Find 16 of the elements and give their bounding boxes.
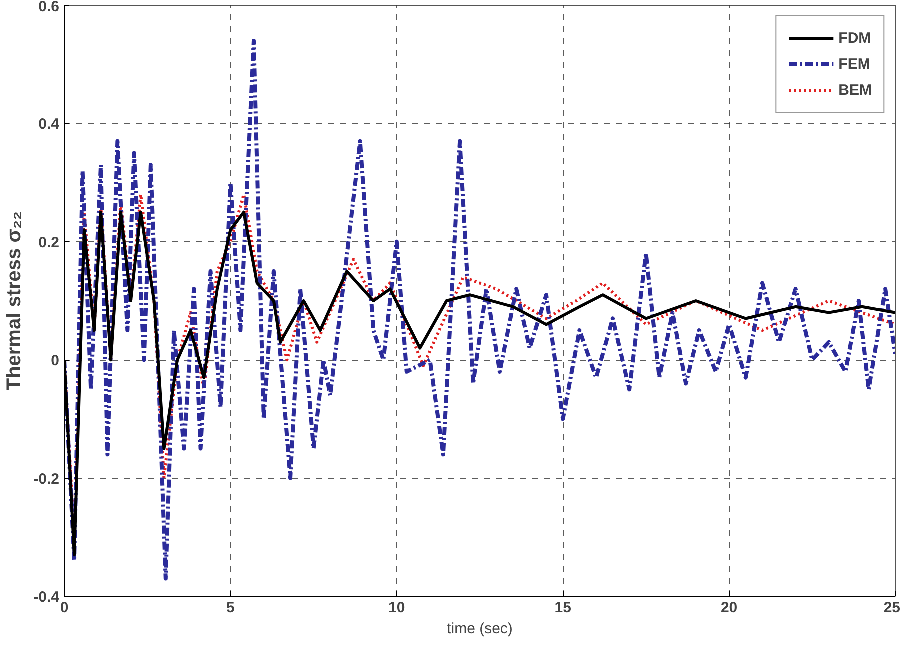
legend-label: FDM — [838, 30, 872, 46]
y-tick-label: -0.4 — [34, 589, 60, 606]
x-axis-title: time (sec) — [447, 620, 513, 638]
legend-label: FEM — [838, 56, 870, 72]
y-tick-label: 0.2 — [38, 234, 60, 252]
y-tick-label: 0.4 — [38, 116, 60, 134]
x-tick-label: 25 — [884, 600, 901, 616]
legend-label: BEM — [838, 82, 872, 98]
y-axis-title: Thermal stress σ₂₂ — [4, 211, 26, 391]
y-tick-label: -0.2 — [34, 470, 60, 488]
x-tick-label: 20 — [720, 600, 738, 616]
x-tick-label: 10 — [388, 600, 406, 616]
y-tick-label: 0 — [51, 352, 60, 370]
y-tick-label: 0.6 — [38, 0, 60, 16]
x-tick-label: 15 — [554, 600, 572, 616]
x-tick-label: 5 — [226, 600, 235, 616]
